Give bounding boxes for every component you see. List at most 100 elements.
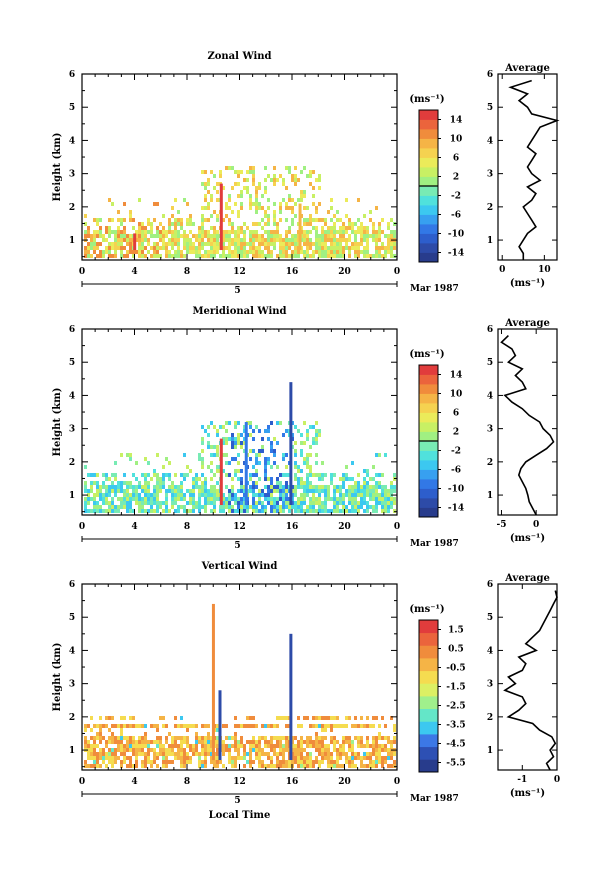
data-cell [339, 752, 342, 756]
data-cell [210, 477, 213, 481]
data-cell [117, 505, 120, 509]
data-cell [159, 254, 162, 258]
data-cell [306, 437, 309, 441]
colorbar-tick-label: -4.5 [446, 740, 465, 750]
data-cell [225, 202, 228, 206]
data-cell [300, 170, 303, 174]
data-cell [297, 501, 300, 505]
data-cell [168, 732, 171, 736]
data-cell [93, 481, 96, 485]
data-cell [114, 477, 117, 481]
data-cell [393, 230, 396, 234]
data-cell [369, 493, 372, 497]
data-cell [189, 218, 192, 222]
data-cell [234, 425, 237, 429]
data-cell [108, 493, 111, 497]
data-cell [108, 736, 111, 740]
data-cell [138, 250, 141, 254]
data-cell [363, 724, 366, 728]
data-cell [288, 170, 291, 174]
data-cell [342, 230, 345, 234]
data-cell [267, 425, 270, 429]
data-cell [318, 716, 321, 720]
data-cell [309, 473, 312, 477]
data-cell [357, 756, 360, 760]
data-cell [123, 505, 126, 509]
data-cell [243, 485, 246, 489]
data-cell [243, 441, 246, 445]
data-cell [285, 485, 288, 489]
data-cell [330, 728, 333, 732]
data-cell [237, 238, 240, 242]
data-cell [156, 489, 159, 493]
data-cell [279, 509, 282, 513]
data-cell [138, 242, 141, 246]
data-cell [171, 254, 174, 258]
data-cell [210, 752, 213, 756]
data-cell [321, 748, 324, 752]
data-cell [258, 509, 261, 513]
data-cell [141, 764, 144, 768]
data-cell [351, 246, 354, 250]
data-cell [201, 485, 204, 489]
data-cell [330, 509, 333, 513]
data-cell [336, 489, 339, 493]
data-cell [345, 246, 348, 250]
data-cell [192, 250, 195, 254]
data-cell [252, 202, 255, 206]
data-cell [372, 238, 375, 242]
data-cell [87, 748, 90, 752]
data-cell [351, 505, 354, 509]
data-cell [297, 764, 300, 768]
data-cell [375, 764, 378, 768]
data-cell [90, 473, 93, 477]
data-cell [294, 246, 297, 250]
data-cell [120, 230, 123, 234]
data-cell [330, 246, 333, 250]
data-cell [180, 744, 183, 748]
data-cell [384, 736, 387, 740]
data-cell [348, 477, 351, 481]
data-cell [288, 198, 291, 202]
data-cell [108, 234, 111, 238]
data-cell [135, 477, 138, 481]
data-cell [258, 764, 261, 768]
data-cell [375, 481, 378, 485]
data-cell [162, 752, 165, 756]
data-cell [297, 254, 300, 258]
data-cell [195, 752, 198, 756]
data-cell [261, 206, 264, 210]
data-cell [342, 254, 345, 258]
data-cell [390, 254, 393, 258]
data-cell [270, 485, 273, 489]
data-cell [165, 473, 168, 477]
data-cell [393, 760, 396, 764]
data-cell [333, 740, 336, 744]
data-cell [102, 736, 105, 740]
data-cell [120, 760, 123, 764]
data-cell [270, 489, 273, 493]
data-cell [378, 760, 381, 764]
data-cell [108, 740, 111, 744]
data-cell [174, 736, 177, 740]
data-cell [342, 481, 345, 485]
data-cell [108, 477, 111, 481]
data-cell [342, 246, 345, 250]
data-cell [108, 509, 111, 513]
data-cell [90, 764, 93, 768]
data-cell [321, 485, 324, 489]
data-cell [336, 740, 339, 744]
data-cell [117, 497, 120, 501]
data-cell [324, 501, 327, 505]
data-cell [354, 724, 357, 728]
data-cell [222, 218, 225, 222]
data-cell [267, 752, 270, 756]
data-cell [363, 764, 366, 768]
data-cell [246, 178, 249, 182]
data-cell [393, 477, 396, 481]
profile-y-tick-label: 5 [487, 613, 493, 623]
data-cell [228, 230, 231, 234]
data-cell [117, 756, 120, 760]
data-cell [297, 234, 300, 238]
data-cell [255, 194, 258, 198]
